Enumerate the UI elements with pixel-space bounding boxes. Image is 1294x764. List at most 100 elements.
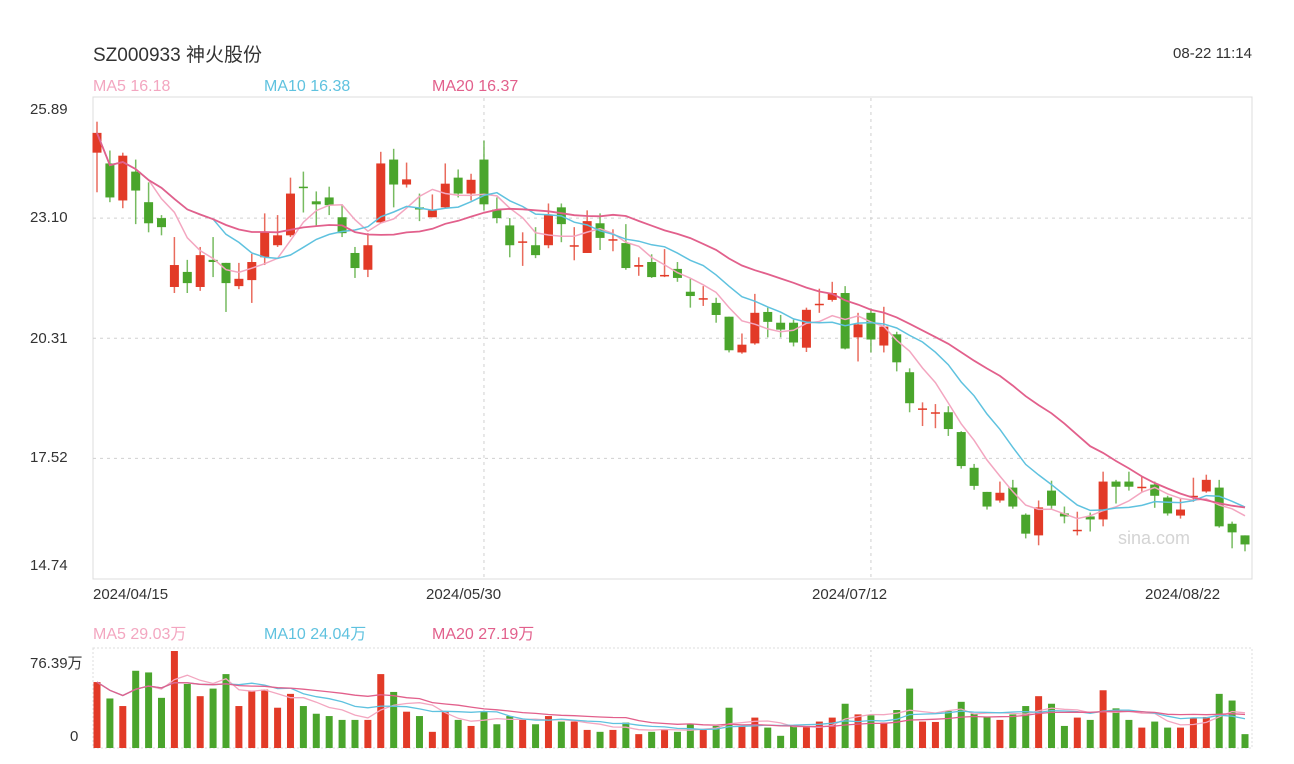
volume-bar bbox=[764, 727, 772, 748]
timestamp: 08-22 11:14 bbox=[1173, 45, 1252, 62]
candle-body bbox=[1085, 516, 1095, 520]
candle-body bbox=[1150, 484, 1160, 496]
volume-bar bbox=[1035, 696, 1043, 748]
volume-bar bbox=[441, 712, 449, 748]
candle-body bbox=[969, 467, 979, 486]
volume-bar bbox=[170, 651, 178, 748]
candle-body bbox=[582, 221, 592, 253]
candle-body bbox=[402, 179, 412, 185]
volume-bar bbox=[1202, 716, 1210, 748]
volume-y-tick-label: 0 bbox=[70, 728, 79, 745]
candle-body bbox=[105, 163, 115, 198]
price-ma10-legend: MA10 16.38 bbox=[264, 78, 351, 95]
candle-body bbox=[711, 302, 721, 315]
volume-bar bbox=[699, 729, 707, 748]
volume-bar bbox=[312, 713, 320, 748]
volume-bar bbox=[428, 731, 436, 748]
volume-bar bbox=[480, 711, 488, 748]
candle-body bbox=[763, 311, 773, 322]
candle-body bbox=[376, 163, 386, 223]
candle-body bbox=[1137, 486, 1147, 489]
volume-ma20-legend: MA20 27.19万 bbox=[432, 626, 535, 643]
volume-bar bbox=[1189, 718, 1197, 748]
candle-body bbox=[840, 293, 850, 349]
volume-bar bbox=[738, 725, 746, 748]
candle-body bbox=[866, 312, 876, 340]
volume-bar bbox=[661, 729, 669, 748]
watermark: sina.com bbox=[1118, 528, 1191, 548]
candle-body bbox=[234, 278, 244, 287]
volume-ma20-line bbox=[96, 681, 1246, 728]
volume-bar bbox=[1022, 706, 1030, 748]
volume-bar bbox=[996, 719, 1004, 748]
volume-bar bbox=[1138, 727, 1146, 748]
candle-body bbox=[1098, 481, 1108, 520]
candle-body bbox=[634, 265, 644, 267]
candle-body bbox=[1008, 487, 1018, 507]
price-ma20-line bbox=[96, 132, 1246, 509]
candle-body bbox=[569, 245, 579, 247]
candle-body bbox=[298, 186, 308, 189]
candle-body bbox=[363, 245, 373, 270]
candle-body bbox=[1059, 513, 1069, 517]
volume-bar bbox=[725, 707, 733, 748]
candle-body bbox=[892, 334, 902, 363]
candle-body bbox=[956, 432, 966, 467]
volume-bar bbox=[777, 735, 785, 748]
volume-bar bbox=[648, 731, 656, 748]
volume-bar bbox=[209, 688, 217, 748]
candle-body bbox=[311, 201, 321, 205]
volume-bar bbox=[957, 701, 965, 748]
volume-bar bbox=[583, 729, 591, 748]
candle-body bbox=[221, 262, 231, 284]
candle-body bbox=[531, 245, 541, 256]
candle-body bbox=[827, 293, 837, 300]
volume-bar bbox=[944, 711, 952, 748]
candle-body bbox=[518, 241, 528, 243]
candle-body bbox=[1188, 495, 1198, 498]
candle-body bbox=[776, 322, 786, 330]
candle-body bbox=[169, 265, 179, 287]
y-tick-label: 20.31 bbox=[30, 330, 68, 347]
volume-bar bbox=[815, 721, 823, 748]
candle-body bbox=[1240, 535, 1250, 545]
x-tick-label: 2024/04/15 bbox=[93, 586, 169, 603]
stock-title: SZ000933 神火股份 bbox=[93, 45, 262, 66]
volume-bar bbox=[983, 716, 991, 748]
candle-body bbox=[285, 193, 295, 236]
candle-body bbox=[427, 210, 437, 218]
volume-bar bbox=[1241, 734, 1249, 748]
candle-body bbox=[930, 412, 940, 414]
candle-body bbox=[918, 408, 928, 410]
volume-bar bbox=[1060, 725, 1068, 748]
price-ma20-legend: MA20 16.37 bbox=[432, 78, 519, 95]
price-ma10-line bbox=[96, 132, 1246, 512]
volume-bar bbox=[544, 716, 552, 748]
candle-body bbox=[492, 209, 502, 219]
volume-bar bbox=[1086, 719, 1094, 748]
volume-bar bbox=[299, 706, 307, 748]
volume-bar bbox=[506, 716, 514, 748]
volume-bar bbox=[880, 722, 888, 748]
volume-bar bbox=[415, 716, 423, 748]
candle-body bbox=[1072, 529, 1082, 532]
volume-bar bbox=[325, 716, 333, 748]
volume-ma10-legend: MA10 24.04万 bbox=[264, 626, 367, 643]
candle-body bbox=[479, 159, 489, 205]
volume-bar bbox=[893, 710, 901, 748]
volume-bar bbox=[906, 688, 914, 748]
candle-body bbox=[879, 326, 889, 346]
candle-body bbox=[737, 344, 747, 353]
candle-body bbox=[1124, 481, 1134, 487]
volume-bar bbox=[351, 719, 359, 748]
candle-body bbox=[144, 202, 154, 224]
volume-bar bbox=[454, 719, 462, 748]
volume-bar bbox=[222, 674, 230, 748]
candle-body bbox=[505, 225, 515, 246]
volume-bar bbox=[119, 706, 127, 748]
y-tick-label: 23.10 bbox=[30, 209, 68, 226]
volume-bar bbox=[1099, 690, 1107, 748]
candle-body bbox=[453, 177, 463, 194]
volume-bar bbox=[493, 724, 501, 748]
